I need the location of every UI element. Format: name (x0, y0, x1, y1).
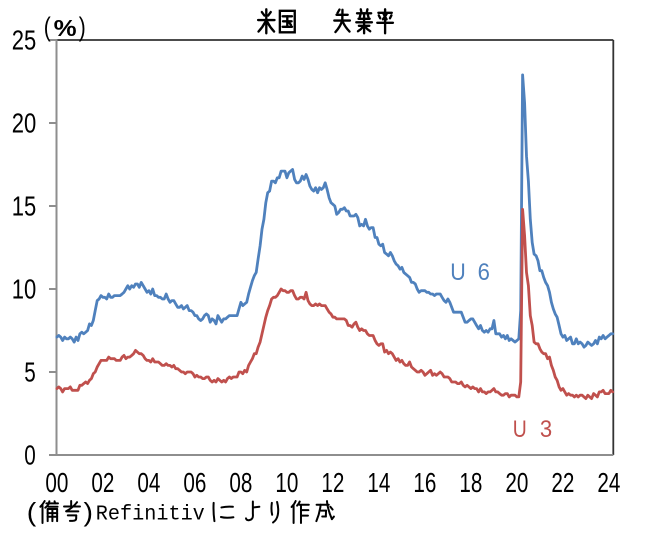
svg-text:08: 08 (229, 467, 252, 498)
svg-text:U: U (450, 259, 466, 286)
svg-text:24: 24 (597, 467, 620, 498)
svg-text:20: 20 (505, 467, 528, 498)
svg-text:(: ( (27, 497, 37, 527)
svg-text:10: 10 (275, 467, 298, 498)
svg-text:0: 0 (24, 439, 36, 470)
svg-text:00: 00 (45, 467, 68, 498)
svg-text:10: 10 (12, 273, 37, 304)
svg-text:04: 04 (137, 467, 160, 498)
svg-text:25: 25 (12, 24, 37, 55)
svg-text:%: % (54, 15, 77, 41)
svg-text:20: 20 (12, 107, 37, 138)
svg-text:15: 15 (12, 190, 37, 221)
svg-text:5: 5 (24, 356, 36, 387)
svg-text:06: 06 (183, 467, 206, 498)
svg-text:): ) (79, 12, 86, 42)
svg-text:3: 3 (540, 416, 552, 443)
svg-text:Refinitiv: Refinitiv (96, 503, 205, 527)
svg-text:14: 14 (367, 467, 390, 498)
svg-text:6: 6 (478, 259, 490, 286)
svg-text:02: 02 (91, 467, 114, 498)
svg-text:U: U (513, 416, 527, 443)
svg-text:12: 12 (321, 467, 344, 498)
svg-text:22: 22 (551, 467, 574, 498)
svg-text:): ) (84, 497, 94, 527)
svg-text:16: 16 (413, 467, 436, 498)
svg-text:(: ( (44, 12, 51, 42)
svg-text:18: 18 (459, 467, 482, 498)
